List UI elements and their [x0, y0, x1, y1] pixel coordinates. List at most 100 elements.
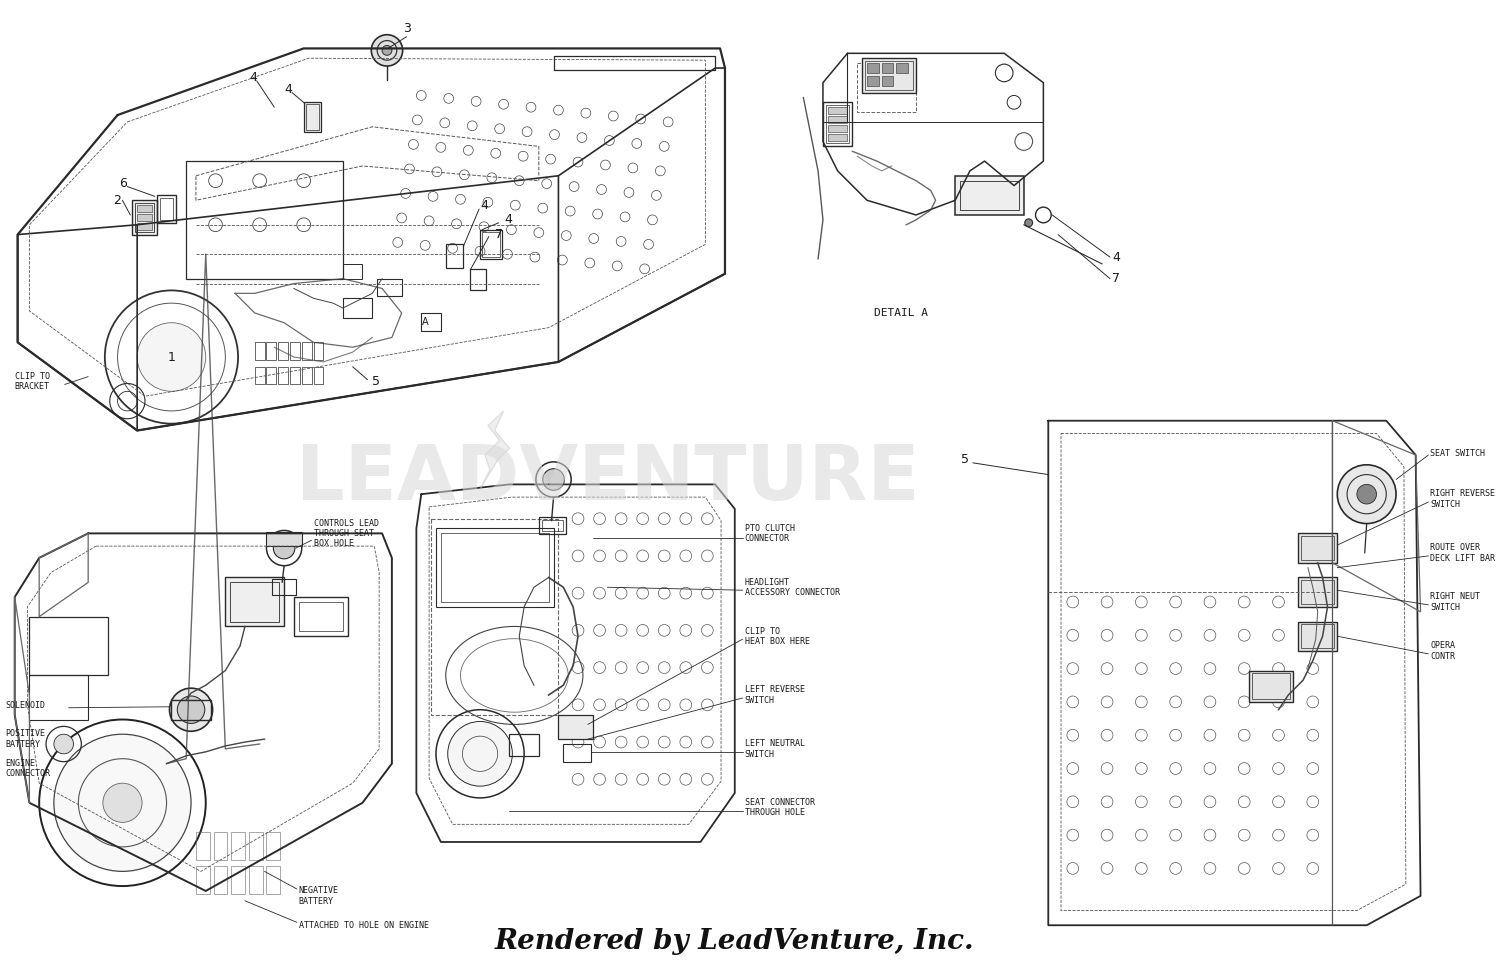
- Bar: [136, 223, 152, 229]
- Bar: [1250, 671, 1293, 702]
- Bar: [1298, 621, 1338, 650]
- Bar: [482, 231, 500, 257]
- Text: 4: 4: [480, 198, 488, 212]
- Text: LEADVENTURE: LEADVENTURE: [296, 442, 920, 517]
- Text: DETAIL A: DETAIL A: [874, 308, 928, 318]
- Text: 5: 5: [962, 453, 969, 467]
- Text: 4: 4: [1112, 251, 1120, 263]
- Bar: [306, 105, 320, 130]
- Polygon shape: [480, 410, 510, 489]
- Bar: [278, 367, 288, 384]
- Bar: [1298, 533, 1338, 562]
- Bar: [290, 343, 300, 360]
- Bar: [828, 107, 848, 114]
- Text: POSITIVE
BATTERY: POSITIVE BATTERY: [4, 729, 45, 748]
- Text: 4: 4: [504, 213, 513, 227]
- Bar: [132, 200, 158, 234]
- Bar: [867, 63, 879, 73]
- Bar: [344, 298, 372, 318]
- Bar: [882, 76, 894, 85]
- Bar: [558, 714, 592, 740]
- Text: CLIP TO
BRACKET: CLIP TO BRACKET: [15, 372, 50, 391]
- Text: SOLENOID: SOLENOID: [4, 701, 45, 710]
- Bar: [302, 367, 312, 384]
- Bar: [446, 244, 464, 268]
- Bar: [267, 532, 302, 546]
- Circle shape: [1358, 484, 1377, 504]
- Bar: [510, 734, 538, 756]
- Text: OPERA
CONTR: OPERA CONTR: [1431, 641, 1455, 660]
- Bar: [267, 343, 276, 360]
- Text: A: A: [423, 317, 429, 327]
- Bar: [302, 343, 312, 360]
- Bar: [267, 866, 280, 893]
- Circle shape: [136, 322, 206, 391]
- Bar: [960, 181, 1018, 210]
- Circle shape: [54, 734, 74, 754]
- Bar: [828, 116, 848, 123]
- Bar: [865, 61, 913, 90]
- Text: LEFT NEUTRAL
SWITCH: LEFT NEUTRAL SWITCH: [744, 740, 804, 759]
- Text: ENGINE
CONNECTOR: ENGINE CONNECTOR: [4, 759, 50, 778]
- Bar: [376, 279, 402, 296]
- Bar: [856, 63, 916, 112]
- Bar: [430, 519, 558, 714]
- Bar: [290, 367, 300, 384]
- Bar: [230, 583, 279, 621]
- Circle shape: [54, 734, 190, 871]
- Text: CLIP TO
HEAT BOX HERE: CLIP TO HEAT BOX HERE: [744, 626, 810, 646]
- Bar: [564, 744, 591, 762]
- Bar: [278, 343, 288, 360]
- Bar: [298, 602, 344, 631]
- Bar: [882, 63, 894, 73]
- Text: 1: 1: [168, 350, 176, 364]
- Bar: [314, 343, 324, 360]
- Circle shape: [104, 783, 142, 823]
- Text: 7: 7: [495, 228, 502, 241]
- Bar: [441, 533, 549, 602]
- Text: 4: 4: [284, 83, 292, 96]
- Text: ATTACHED TO HOLE ON ENGINE: ATTACHED TO HOLE ON ENGINE: [298, 921, 429, 929]
- Bar: [824, 103, 852, 146]
- Text: Rendered by LeadVenture, Inc.: Rendered by LeadVenture, Inc.: [495, 928, 975, 955]
- Bar: [867, 76, 879, 85]
- Bar: [294, 597, 348, 636]
- Bar: [828, 125, 848, 132]
- Text: SEAT SWITCH: SEAT SWITCH: [1431, 448, 1485, 458]
- Bar: [344, 264, 363, 279]
- Bar: [30, 676, 88, 719]
- Text: 5: 5: [372, 375, 381, 388]
- Bar: [436, 529, 554, 607]
- Bar: [196, 866, 210, 893]
- Text: 3: 3: [402, 22, 411, 35]
- Bar: [828, 134, 848, 140]
- Bar: [267, 367, 276, 384]
- Bar: [249, 832, 262, 860]
- Bar: [471, 269, 486, 290]
- Text: HEADLIGHT
ACCESSORY CONNECTOR: HEADLIGHT ACCESSORY CONNECTOR: [744, 578, 840, 597]
- Bar: [249, 866, 262, 893]
- Bar: [136, 205, 152, 212]
- Circle shape: [170, 688, 213, 731]
- Text: 2: 2: [112, 194, 120, 207]
- Bar: [267, 832, 280, 860]
- Text: RIGHT REVERSE
SWITCH: RIGHT REVERSE SWITCH: [1431, 490, 1496, 509]
- Text: 6: 6: [120, 177, 128, 190]
- Bar: [422, 313, 441, 331]
- Bar: [159, 198, 174, 220]
- Bar: [897, 63, 908, 73]
- Circle shape: [543, 469, 564, 490]
- Text: CONTROLS LEAD
THROUGH SEAT
BOX HOLE: CONTROLS LEAD THROUGH SEAT BOX HOLE: [314, 519, 378, 549]
- Text: 4: 4: [251, 72, 258, 84]
- Circle shape: [372, 35, 402, 66]
- Bar: [538, 517, 567, 534]
- Bar: [255, 343, 264, 360]
- Bar: [956, 176, 1024, 215]
- Bar: [213, 832, 228, 860]
- Bar: [862, 58, 916, 93]
- Bar: [542, 520, 564, 531]
- Bar: [135, 203, 154, 231]
- Bar: [1300, 536, 1335, 560]
- Bar: [827, 106, 849, 143]
- Bar: [1298, 578, 1338, 607]
